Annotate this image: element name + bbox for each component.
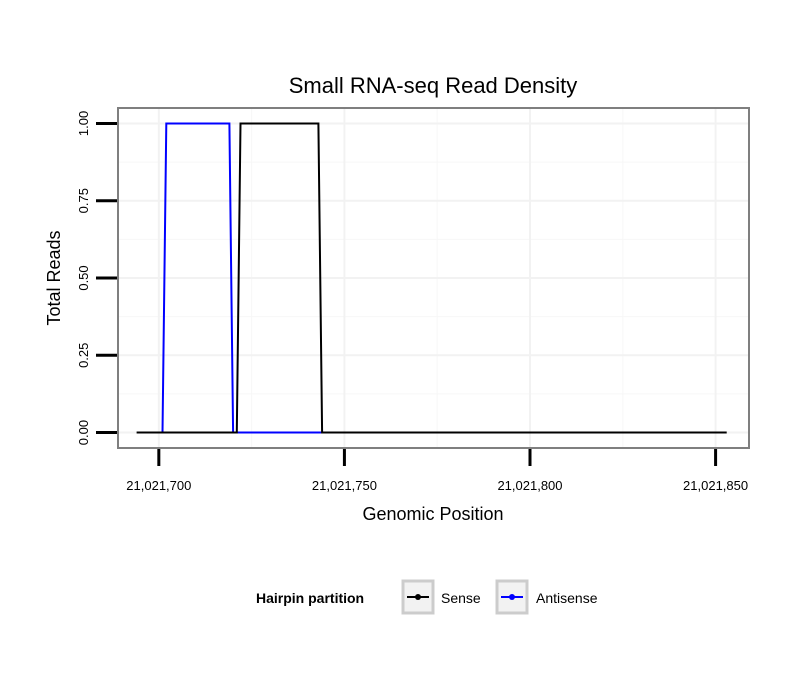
plot-area [117, 107, 750, 449]
plot-border [117, 107, 750, 449]
legend-title: Hairpin partition [256, 590, 364, 606]
series-line-sense [136, 122, 727, 434]
y-tick-label: 0.00 [76, 420, 91, 445]
x-axis: 21,021,700 21,021,750 21,021,800 21,021,850 [126, 449, 748, 493]
x-tick-label: 21,021,750 [312, 478, 377, 493]
x-tick-label: 21,021,700 [126, 478, 191, 493]
x-axis-title: Genomic Position [362, 504, 503, 524]
legend-item-antisense: Antisense [495, 579, 598, 615]
legend-label-antisense: Antisense [536, 590, 598, 606]
series-lines [136, 122, 727, 434]
y-tick-label: 0.50 [76, 265, 91, 290]
chart-title: Small RNA-seq Read Density [289, 73, 578, 98]
legend: Hairpin partition Sense Antisense [256, 579, 598, 615]
legend-label-sense: Sense [441, 590, 481, 606]
y-axis-title: Total Reads [44, 230, 64, 325]
x-tick-label: 21,021,850 [683, 478, 748, 493]
y-axis: 0.00 0.25 0.50 0.75 1.00 [76, 111, 117, 445]
series-line-antisense [161, 122, 323, 434]
y-tick-label: 0.75 [76, 188, 91, 213]
legend-swatch-point-antisense [509, 594, 515, 600]
y-tick-label: 0.25 [76, 343, 91, 368]
legend-swatch-point-sense [415, 594, 421, 600]
legend-item-sense: Sense [401, 579, 481, 615]
x-tick-label: 21,021,800 [497, 478, 562, 493]
y-tick-label: 1.00 [76, 111, 91, 136]
